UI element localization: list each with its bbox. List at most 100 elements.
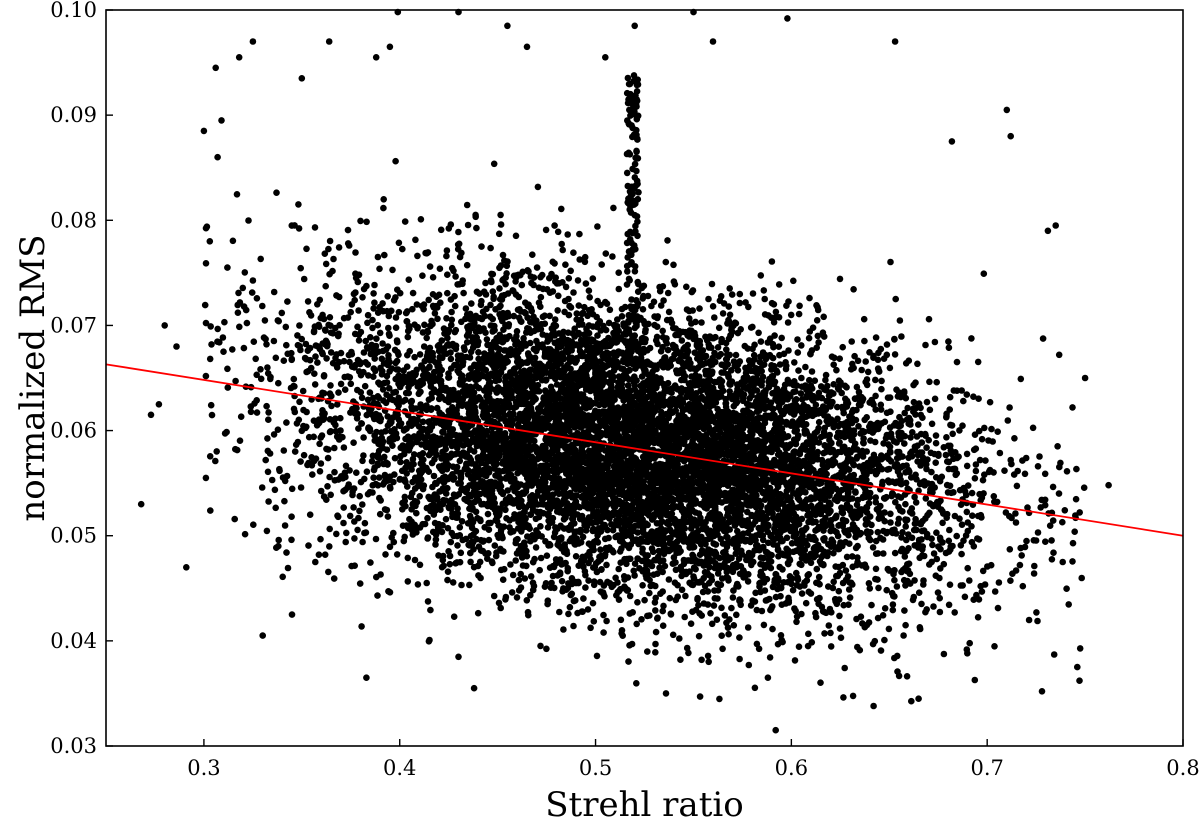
scatter-point (872, 499, 880, 506)
scatter-point (855, 423, 862, 430)
scatter-point (348, 562, 355, 570)
scatter-point (935, 543, 942, 550)
scatter-point (224, 384, 232, 391)
scatter-point (603, 561, 610, 569)
scatter-point (327, 491, 335, 499)
scatter-point (884, 394, 892, 402)
scatter-point (351, 296, 359, 304)
scatter-point (644, 292, 652, 300)
scatter-point (510, 312, 518, 320)
scatter-point (1034, 617, 1041, 625)
scatter-point (652, 628, 660, 636)
scatter-point (554, 228, 562, 236)
scatter-point (879, 612, 887, 619)
scatter-point (280, 357, 288, 365)
scatter-point (495, 230, 503, 238)
scatter-point (389, 442, 396, 450)
scatter-point (321, 551, 329, 558)
scatter-point (281, 522, 289, 529)
scatter-point (496, 264, 503, 272)
scatter-point (1012, 510, 1019, 517)
scatter-point (483, 305, 490, 313)
scatter-point (713, 616, 721, 623)
scatter-point (982, 457, 989, 464)
scatter-point (969, 512, 976, 519)
scatter-point (806, 376, 813, 384)
scatter-point (737, 326, 744, 333)
scatter-point (755, 645, 763, 653)
scatter-point (881, 636, 888, 644)
scatter-point (384, 513, 392, 520)
scatter-point (813, 317, 821, 324)
scatter-point (404, 578, 412, 585)
scatter-point (665, 576, 673, 583)
scatter-point (376, 510, 384, 518)
scatter-point (772, 308, 780, 316)
scatter-point (361, 519, 369, 527)
scatter-point (264, 364, 271, 371)
scatter-point (419, 272, 426, 280)
scatter-point (370, 373, 377, 381)
scatter-point (1039, 335, 1047, 342)
scatter-point (449, 579, 457, 586)
scatter-point (263, 341, 270, 348)
scatter-point (259, 302, 266, 310)
scatter-point (963, 462, 971, 470)
scatter-point (814, 332, 822, 340)
scatter-point (316, 296, 324, 304)
scatter-point (881, 605, 889, 612)
scatter-point (943, 481, 951, 489)
scatter-point (201, 301, 209, 309)
scatter-point (252, 355, 259, 363)
scatter-point (836, 355, 843, 363)
scatter-point (229, 346, 236, 353)
scatter-point (295, 201, 302, 208)
scatter-point (761, 311, 769, 318)
scatter-point (574, 277, 582, 284)
scatter-point (360, 452, 367, 459)
scatter-point (232, 377, 239, 385)
scatter-point (872, 575, 879, 583)
scatter-point (236, 437, 244, 445)
scatter-point (549, 258, 556, 266)
scatter-point (374, 309, 382, 317)
scatter-point (797, 390, 805, 397)
scatter-point (674, 593, 681, 600)
scatter-point (207, 401, 215, 409)
scatter-point (323, 445, 330, 453)
scatter-point (891, 549, 899, 557)
scatter-point (1059, 558, 1066, 566)
scatter-point (447, 355, 455, 363)
scatter-point (958, 387, 965, 394)
scatter-point (477, 574, 484, 582)
scatter-point (617, 616, 625, 624)
scatter-point (795, 310, 803, 318)
scatter-point (364, 311, 372, 319)
scatter-point (996, 449, 1004, 457)
scatter-point (910, 381, 917, 389)
scatter-point (835, 587, 843, 595)
scatter-point (337, 380, 345, 388)
scatter-point (393, 337, 401, 344)
scatter-point (282, 323, 290, 331)
scatter-point (875, 584, 882, 592)
scatter-point (692, 335, 699, 343)
scatter-point (206, 453, 214, 460)
scatter-point (399, 245, 406, 253)
scatter-point (736, 290, 744, 298)
scatter-point (358, 420, 365, 427)
scatter-point (657, 408, 665, 416)
scatter-point (769, 625, 776, 633)
scatter-point (794, 336, 801, 343)
scatter-point (556, 535, 563, 542)
scatter-point (352, 289, 359, 296)
scatter-point (258, 484, 266, 491)
scatter-point (936, 477, 944, 485)
scatter-point (960, 397, 967, 405)
scatter-point (1055, 490, 1063, 497)
scatter-point (473, 224, 480, 232)
scatter-point (980, 270, 988, 278)
scatter-point (306, 309, 313, 316)
scatter-point (752, 398, 760, 405)
scatter-point (284, 298, 291, 305)
